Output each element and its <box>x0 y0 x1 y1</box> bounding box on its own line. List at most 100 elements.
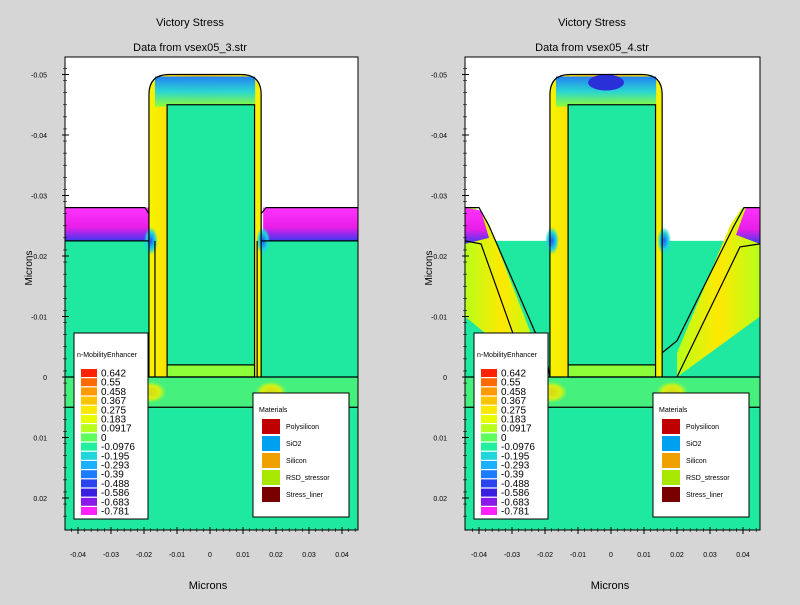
legend-value: 0 <box>101 433 107 444</box>
material-swatch <box>262 419 280 434</box>
x-tick-label: 0.02 <box>269 552 283 559</box>
rsd-stressor-left <box>65 207 149 241</box>
legend-value: 0.458 <box>101 387 126 398</box>
rsd-top-right <box>260 207 358 215</box>
rsd-stressor-right <box>263 207 358 241</box>
y-tick-label: -0.01 <box>431 315 447 322</box>
y-tick-label: -0.02 <box>431 254 447 261</box>
legend-value: 0.367 <box>501 396 526 407</box>
legend-swatch <box>481 479 497 488</box>
gate-oxide <box>167 364 255 377</box>
legend-value: -0.195 <box>101 451 130 462</box>
legend-swatch <box>81 378 97 387</box>
contour-legend-title: n-MobilityEnhancer <box>77 352 138 359</box>
materials-legend: Materials Polysilicon SiO2 Silicon RSD_stres… <box>252 392 350 518</box>
legend-swatch <box>81 369 97 377</box>
materials-legend-title: Materials <box>659 407 688 414</box>
legend-swatch <box>81 424 97 433</box>
legend-swatch <box>481 405 497 414</box>
legend-swatch <box>481 488 497 497</box>
contour-legend: n-MobilityEnhancer 0.6420.550.4580.3670.2… <box>73 332 149 520</box>
y-tick-label: -0.05 <box>31 73 47 80</box>
legend-swatch <box>481 378 497 387</box>
gate-cap <box>154 76 256 107</box>
legend-swatch <box>81 396 97 405</box>
y-tick-label: 0 <box>43 375 47 382</box>
y-axis-label: Microns <box>424 250 435 285</box>
legend-swatch <box>481 442 497 451</box>
chart-panel-2: Victory Stress Data from vsex05_4.str -0.0… <box>424 17 761 592</box>
legend-value: -0.781 <box>101 507 130 518</box>
blue-spot-left <box>544 226 559 255</box>
legend-value: 0.55 <box>501 378 521 389</box>
legend-value: -0.586 <box>501 488 530 499</box>
stress-field <box>465 73 760 530</box>
legend-value: -0.683 <box>101 497 130 508</box>
legend-swatch <box>481 470 497 479</box>
y-tick-label: -0.02 <box>31 254 47 261</box>
plot-border <box>64 56 359 531</box>
legend-swatch <box>481 451 497 460</box>
legend-swatch <box>81 415 97 423</box>
y-tick-label: 0.02 <box>33 496 47 503</box>
legend-value: -0.488 <box>101 479 130 490</box>
stress-field <box>65 73 358 530</box>
material-swatch <box>262 436 280 451</box>
legend-value: -0.683 <box>501 497 530 508</box>
x-axis-label: Microns <box>591 580 630 592</box>
legend-value: -0.488 <box>501 479 530 490</box>
x-tick-label: -0.04 <box>471 552 487 559</box>
x-tick-label: -0.01 <box>570 552 586 559</box>
polysilicon-core <box>167 104 255 365</box>
legend-swatch <box>481 497 497 506</box>
legend-value: -0.293 <box>101 461 130 472</box>
legend-value: -0.0976 <box>101 442 135 453</box>
legend-value: 0.55 <box>101 378 121 389</box>
legend-value: -0.586 <box>101 488 130 499</box>
legend-value: 0.275 <box>101 405 126 416</box>
material-swatch <box>662 419 680 434</box>
x-tick-label: 0.01 <box>236 552 250 559</box>
legend-swatch <box>481 369 497 377</box>
y-tick-label: -0.01 <box>31 315 47 322</box>
y-tick-label: -0.04 <box>431 133 447 140</box>
chart-subtitle: Data from vsex05_3.str <box>133 42 247 54</box>
legend-value: 0.642 <box>501 369 526 380</box>
polysilicon-core <box>568 104 656 365</box>
legend-swatch <box>81 479 97 488</box>
y-tick-label: 0 <box>443 375 447 382</box>
x-tick-label: -0.04 <box>70 552 86 559</box>
rsd-stressor-left <box>465 207 489 244</box>
material-swatch <box>662 470 680 485</box>
material-label: Polysilicon <box>286 424 319 431</box>
x-tick-label: -0.02 <box>136 552 152 559</box>
legend-value: -0.781 <box>501 507 530 518</box>
material-label: Polysilicon <box>686 424 719 431</box>
y-tick-label: -0.03 <box>431 194 447 201</box>
material-swatch <box>262 487 280 502</box>
x-axis-label: Microns <box>189 580 228 592</box>
legend-value: -0.39 <box>501 470 524 481</box>
legend-value: -0.293 <box>501 461 530 472</box>
y-tick-label: -0.05 <box>431 73 447 80</box>
legend-value: 0 <box>501 433 507 444</box>
material-swatch <box>662 453 680 468</box>
rsd-top-left <box>65 207 150 214</box>
legend-value: 0.275 <box>501 405 526 416</box>
material-label: RSD_stressor <box>286 475 330 482</box>
legend-swatch <box>81 470 97 479</box>
legend-swatch <box>81 405 97 414</box>
material-label: Stress_liner <box>286 492 324 499</box>
cap-compressive-spot <box>588 74 625 91</box>
legend-swatch <box>81 442 97 451</box>
material-swatch <box>662 487 680 502</box>
x-tick-label: -0.03 <box>103 552 119 559</box>
legend-swatch <box>81 451 97 460</box>
x-tick-label: 0.01 <box>637 552 651 559</box>
legend-value: 0.183 <box>501 415 526 426</box>
legend-swatch <box>481 396 497 405</box>
legend-swatch <box>481 507 497 515</box>
y-axis-label: Microns <box>24 250 35 285</box>
legend-value: 0.183 <box>101 415 126 426</box>
